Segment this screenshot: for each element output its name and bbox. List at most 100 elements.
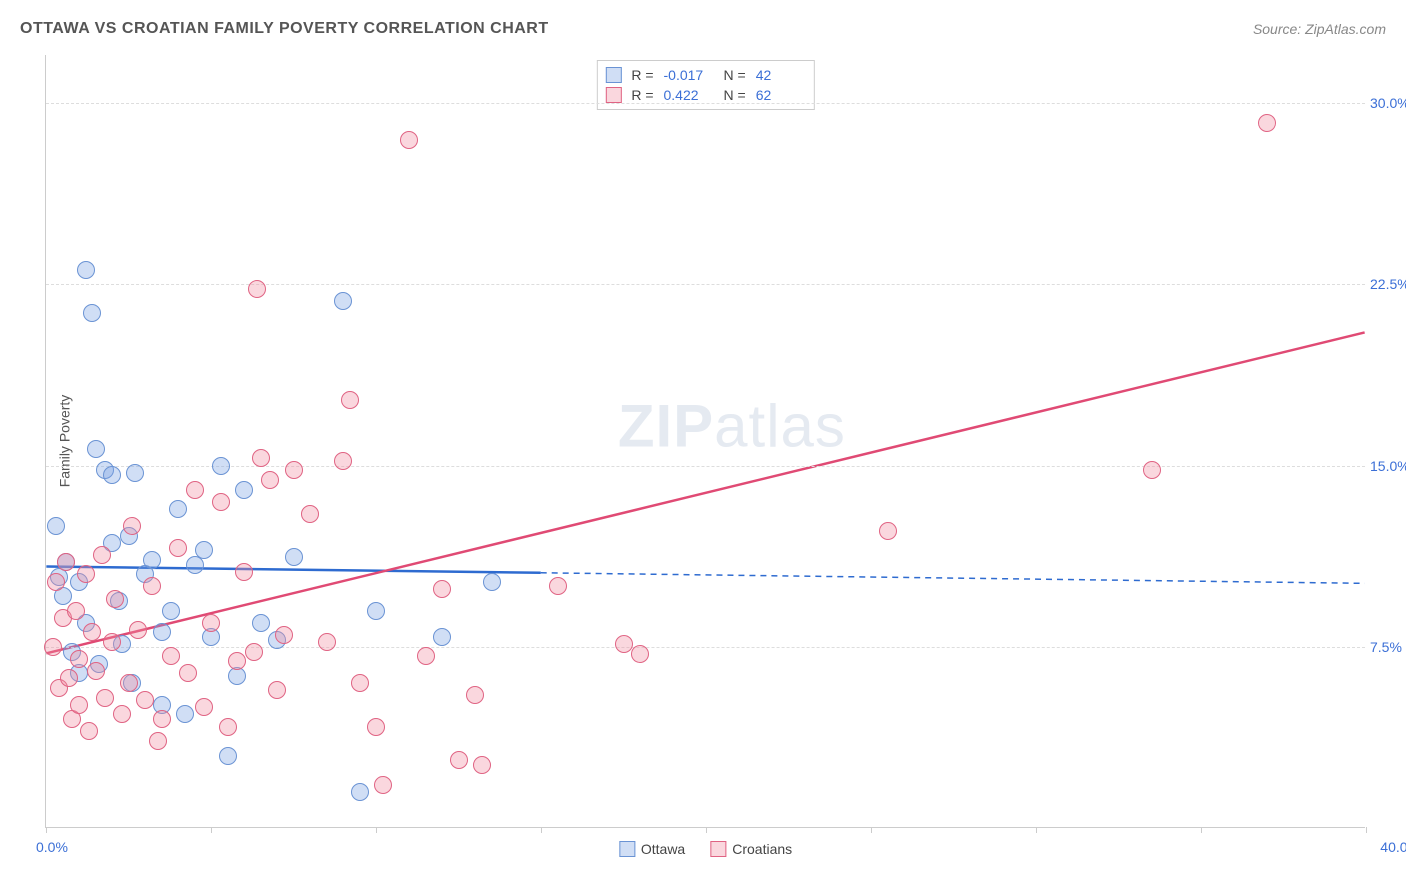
scatter-point <box>219 718 237 736</box>
scatter-point <box>80 722 98 740</box>
scatter-point <box>129 621 147 639</box>
x-axis-max-label: 40.0% <box>1380 839 1406 855</box>
scatter-point <box>549 577 567 595</box>
n-label: N = <box>724 87 746 103</box>
scatter-point <box>153 623 171 641</box>
scatter-point <box>44 638 62 656</box>
scatter-point <box>219 747 237 765</box>
scatter-point <box>83 304 101 322</box>
x-tick <box>1201 827 1202 833</box>
scatter-point <box>367 718 385 736</box>
r-value: -0.017 <box>664 67 714 83</box>
scatter-point <box>212 493 230 511</box>
r-label: R = <box>631 87 653 103</box>
x-tick <box>46 827 47 833</box>
scatter-point <box>87 662 105 680</box>
scatter-point <box>60 669 78 687</box>
watermark-rest: atlas <box>714 392 846 459</box>
scatter-point <box>400 131 418 149</box>
legend-swatch <box>710 841 726 857</box>
x-tick <box>541 827 542 833</box>
scatter-point <box>47 573 65 591</box>
legend-item: Croatians <box>710 841 792 857</box>
n-label: N = <box>724 67 746 83</box>
scatter-point <box>57 553 75 571</box>
scatter-point <box>318 633 336 651</box>
scatter-point <box>136 691 154 709</box>
legend-swatch <box>619 841 635 857</box>
stats-row: R = -0.017 N = 42 <box>605 65 805 85</box>
scatter-point <box>120 674 138 692</box>
scatter-point <box>248 280 266 298</box>
x-tick <box>211 827 212 833</box>
scatter-point <box>275 626 293 644</box>
scatter-point <box>123 517 141 535</box>
scatter-point <box>202 614 220 632</box>
x-tick <box>871 827 872 833</box>
scatter-point <box>1258 114 1276 132</box>
scatter-point <box>351 783 369 801</box>
x-tick <box>376 827 377 833</box>
scatter-point <box>70 696 88 714</box>
scatter-point <box>631 645 649 663</box>
legend-swatch <box>605 67 621 83</box>
y-tick-label: 22.5% <box>1370 276 1406 292</box>
series-legend: Ottawa Croatians <box>619 841 792 857</box>
y-tick-label: 15.0% <box>1370 458 1406 474</box>
scatter-point <box>285 548 303 566</box>
gridline <box>46 647 1365 648</box>
scatter-point <box>77 261 95 279</box>
y-tick-label: 7.5% <box>1370 639 1406 655</box>
scatter-point <box>417 647 435 665</box>
scatter-point <box>235 563 253 581</box>
scatter-point <box>103 633 121 651</box>
scatter-point <box>433 628 451 646</box>
scatter-point <box>374 776 392 794</box>
scatter-point <box>235 481 253 499</box>
scatter-point <box>162 602 180 620</box>
scatter-point <box>67 602 85 620</box>
x-axis-min-label: 0.0% <box>36 839 68 855</box>
n-value: 42 <box>756 67 806 83</box>
scatter-point <box>169 500 187 518</box>
scatter-point <box>77 565 95 583</box>
scatter-point <box>228 652 246 670</box>
scatter-point <box>245 643 263 661</box>
scatter-point <box>179 664 197 682</box>
scatter-point <box>103 466 121 484</box>
gridline <box>46 466 1365 467</box>
scatter-point <box>341 391 359 409</box>
scatter-point <box>162 647 180 665</box>
scatter-plot-area: Family Poverty ZIPatlas R =-0.017N =42R … <box>45 55 1365 828</box>
scatter-point <box>301 505 319 523</box>
scatter-point <box>879 522 897 540</box>
r-label: R = <box>631 67 653 83</box>
scatter-point <box>450 751 468 769</box>
legend-label: Ottawa <box>641 841 685 857</box>
r-value: 0.422 <box>664 87 714 103</box>
watermark-bold: ZIP <box>618 392 714 459</box>
scatter-point <box>615 635 633 653</box>
scatter-point <box>1143 461 1161 479</box>
scatter-point <box>83 623 101 641</box>
legend-item: Ottawa <box>619 841 685 857</box>
scatter-point <box>153 710 171 728</box>
scatter-point <box>252 449 270 467</box>
scatter-point <box>334 292 352 310</box>
chart-header: OTTAWA VS CROATIAN FAMILY POVERTY CORREL… <box>20 20 1386 38</box>
scatter-point <box>143 577 161 595</box>
x-tick <box>706 827 707 833</box>
scatter-point <box>466 686 484 704</box>
scatter-point <box>212 457 230 475</box>
gridline <box>46 284 1365 285</box>
scatter-point <box>433 580 451 598</box>
scatter-point <box>334 452 352 470</box>
chart-source: Source: ZipAtlas.com <box>1253 21 1386 37</box>
scatter-point <box>113 705 131 723</box>
trend-lines-svg <box>46 55 1365 827</box>
scatter-point <box>47 517 65 535</box>
legend-swatch <box>605 87 621 103</box>
scatter-point <box>106 590 124 608</box>
scatter-point <box>473 756 491 774</box>
scatter-point <box>252 614 270 632</box>
